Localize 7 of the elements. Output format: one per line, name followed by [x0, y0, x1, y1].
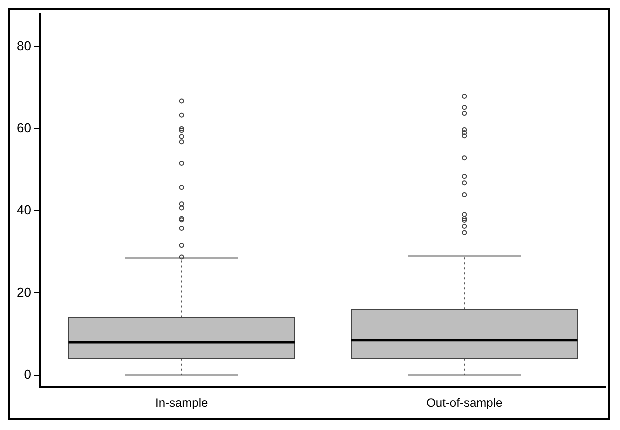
x-tick-label: In-sample	[156, 396, 209, 410]
y-tick-label: 80	[16, 38, 32, 54]
x-tick-label: Out-of-sample	[426, 396, 503, 410]
y-tick-label: 0	[24, 366, 32, 382]
y-tick-label: 20	[16, 284, 32, 300]
y-tick-label: 60	[16, 120, 32, 136]
y-tick-label: 40	[16, 202, 32, 218]
